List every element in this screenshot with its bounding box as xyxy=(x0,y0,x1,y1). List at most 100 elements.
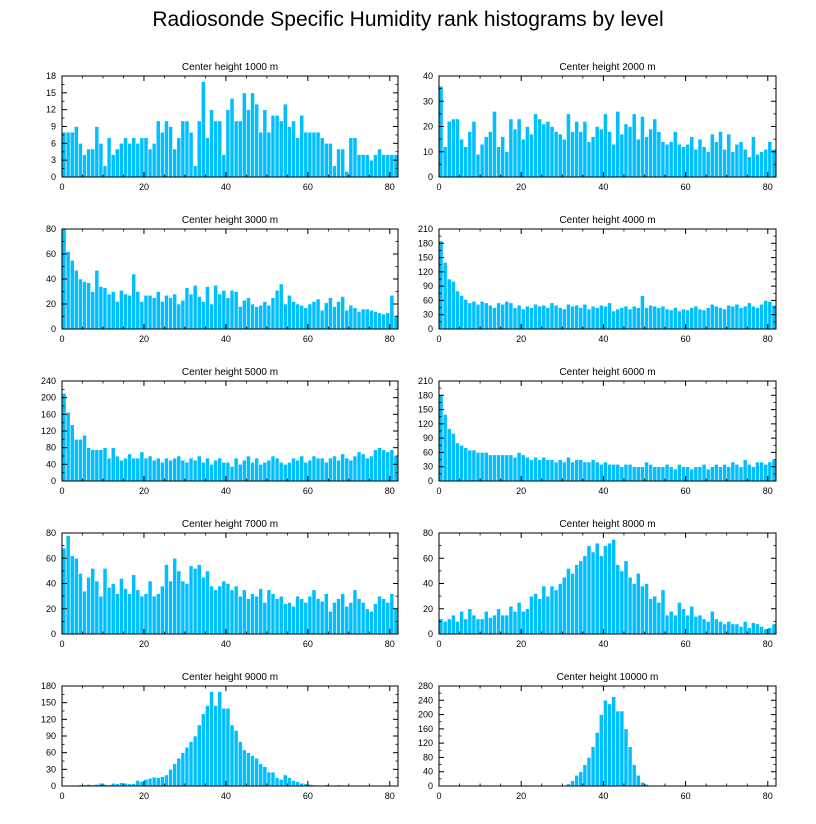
y-tick-label: 40 xyxy=(46,274,56,284)
y-tick-label: 60 xyxy=(46,748,56,758)
bar xyxy=(274,114,280,178)
bar xyxy=(291,780,296,787)
x-tick-label: 40 xyxy=(598,486,608,496)
bar xyxy=(246,109,251,178)
bar xyxy=(340,296,346,330)
bar xyxy=(520,138,526,178)
bar xyxy=(270,114,276,178)
bar xyxy=(373,603,378,635)
bar xyxy=(619,710,625,787)
bar xyxy=(516,602,522,635)
bar xyxy=(709,303,715,330)
bar xyxy=(196,120,202,178)
panel-10: Center height 10000 m 0 20 40 60 80 0 40 80 120 16… xyxy=(418,672,777,801)
bar xyxy=(192,568,198,635)
bar xyxy=(393,314,399,330)
bar xyxy=(623,464,629,482)
x-tick-label: 0 xyxy=(436,486,441,496)
bar xyxy=(90,449,96,482)
bar xyxy=(164,120,169,178)
bar xyxy=(590,551,596,635)
bar xyxy=(332,306,337,330)
bar xyxy=(332,165,337,178)
bar xyxy=(537,305,543,330)
panel-title: Center height 5000 m xyxy=(182,367,278,378)
bar xyxy=(508,454,514,482)
bar xyxy=(771,148,777,178)
bar xyxy=(533,303,538,330)
bar xyxy=(718,466,723,482)
bar xyxy=(332,455,337,482)
bar xyxy=(364,308,370,330)
bar xyxy=(652,118,658,178)
bar xyxy=(672,307,678,330)
x-tick-label: 40 xyxy=(221,791,231,801)
bar xyxy=(668,309,674,330)
y-tick-label: 10 xyxy=(423,147,433,157)
bar xyxy=(693,616,699,635)
y-tick-label: 90 xyxy=(423,433,433,443)
panel-4: Center height 4000 m 0 20 40 60 80 0 30 60 90 120 1… xyxy=(418,215,777,344)
bar xyxy=(611,310,617,330)
bar xyxy=(615,564,621,635)
y-tick-label: 3 xyxy=(51,155,56,165)
x-tick-label: 0 xyxy=(436,639,441,649)
bar xyxy=(631,466,637,482)
y-tick-label: 150 xyxy=(418,405,433,415)
bar xyxy=(545,459,551,482)
bar xyxy=(188,457,194,482)
bar xyxy=(598,304,604,330)
bar xyxy=(274,457,280,482)
bar xyxy=(701,618,707,635)
bar xyxy=(143,294,149,330)
bar xyxy=(471,121,477,178)
bar xyxy=(697,466,703,482)
bar xyxy=(328,610,333,635)
y-tick-label: 0 xyxy=(51,172,56,182)
bar xyxy=(451,614,456,635)
bar xyxy=(496,302,501,330)
bar xyxy=(192,165,198,178)
bar xyxy=(123,457,128,482)
bar xyxy=(561,308,567,330)
bar xyxy=(201,301,206,330)
bar xyxy=(160,776,165,787)
bar xyxy=(549,126,555,178)
bar xyxy=(250,303,255,330)
bar xyxy=(529,459,534,482)
bar xyxy=(278,461,284,482)
bar xyxy=(225,707,231,787)
bar xyxy=(393,455,399,482)
bar xyxy=(483,610,489,635)
bar xyxy=(586,308,592,330)
bar xyxy=(237,120,243,178)
bar xyxy=(455,290,460,330)
bar xyxy=(701,464,707,482)
bar xyxy=(627,746,633,787)
bar xyxy=(225,461,231,482)
bar xyxy=(648,304,654,330)
bar xyxy=(389,154,395,178)
y-tick-label: 200 xyxy=(418,710,433,720)
bar xyxy=(463,447,469,482)
bar xyxy=(734,623,740,635)
bar xyxy=(619,133,625,178)
bar xyxy=(722,148,727,178)
bar xyxy=(311,455,317,482)
bar xyxy=(119,459,124,482)
bar xyxy=(512,456,518,482)
bar xyxy=(479,618,485,635)
y-tick-label: 20 xyxy=(423,122,433,132)
bar xyxy=(291,605,296,635)
bar xyxy=(508,302,514,330)
bar xyxy=(553,131,559,178)
bar xyxy=(106,137,112,178)
bar xyxy=(656,602,662,635)
bar xyxy=(86,148,91,178)
bar xyxy=(282,774,288,787)
bar xyxy=(237,595,243,635)
bar xyxy=(61,131,67,178)
bar xyxy=(344,309,350,330)
bar xyxy=(459,295,464,330)
y-tick-label: 80 xyxy=(423,752,433,762)
